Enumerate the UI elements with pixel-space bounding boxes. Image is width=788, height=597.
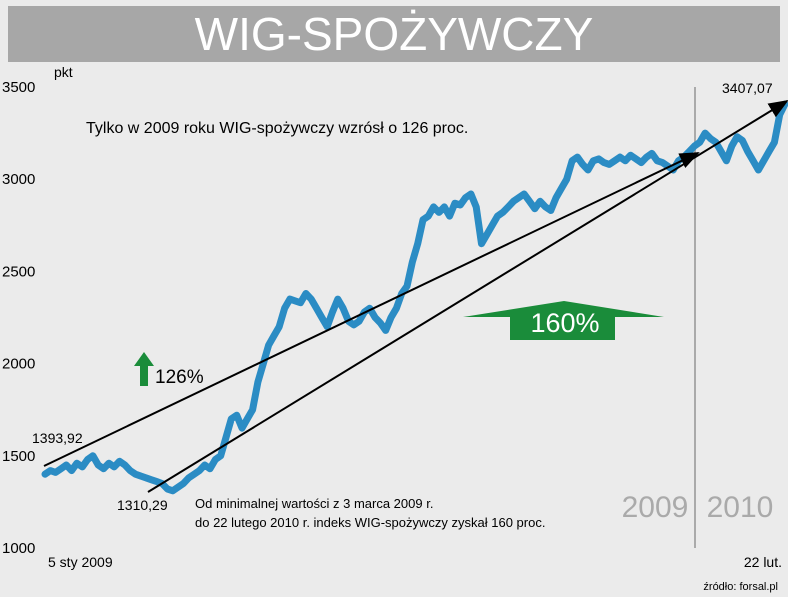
title-bar: WIG-SPOŻYWCZY	[8, 6, 780, 62]
y-tick-label: 1000	[2, 540, 35, 557]
annotation-start-value: 1393,92	[32, 430, 83, 446]
y-axis-label: pkt	[54, 64, 73, 80]
y-tick-label: 3500	[2, 79, 35, 96]
year-label-2010: 2010	[707, 491, 774, 524]
x-axis-start-label: 5 sty 2009	[48, 554, 113, 570]
annotation-min-value: 1310,29	[117, 497, 168, 513]
y-tick-label: 3000	[2, 171, 35, 188]
arrow-up-icon	[134, 352, 154, 386]
source-label: źródło: forsal.pl	[703, 581, 778, 593]
x-axis-end-label: 22 lut.	[744, 554, 782, 570]
annotation-end-value: 3407,07	[722, 80, 773, 96]
annotation-min-to-end-line2: do 22 lutego 2010 r. indeks WIG-spożywcz…	[195, 515, 545, 530]
annotation-126-percent: 126%	[155, 367, 204, 388]
series-line	[41, 100, 788, 495]
y-tick-label: 1500	[2, 448, 35, 465]
arrow-160-shape	[463, 301, 664, 340]
trend-arrow-min-to-end	[147, 99, 788, 493]
annotation-2009-growth: Tylko w 2009 roku WIG-spożywczy wzrósł o…	[86, 120, 468, 137]
annotation-160-percent: 160%	[530, 308, 599, 338]
y-axis: 1000 1500 2000 2500 3000 3500	[2, 79, 35, 557]
chart-title: WIG-SPOŻYWCZY	[194, 8, 594, 60]
annotation-min-to-end-line1: Od minimalnej wartości z 3 marca 2009 r.	[195, 496, 433, 511]
y-tick-label: 2000	[2, 356, 35, 373]
trend-arrow-2009	[43, 152, 700, 467]
y-tick-label: 2500	[2, 263, 35, 280]
year-label-2009: 2009	[622, 491, 689, 524]
